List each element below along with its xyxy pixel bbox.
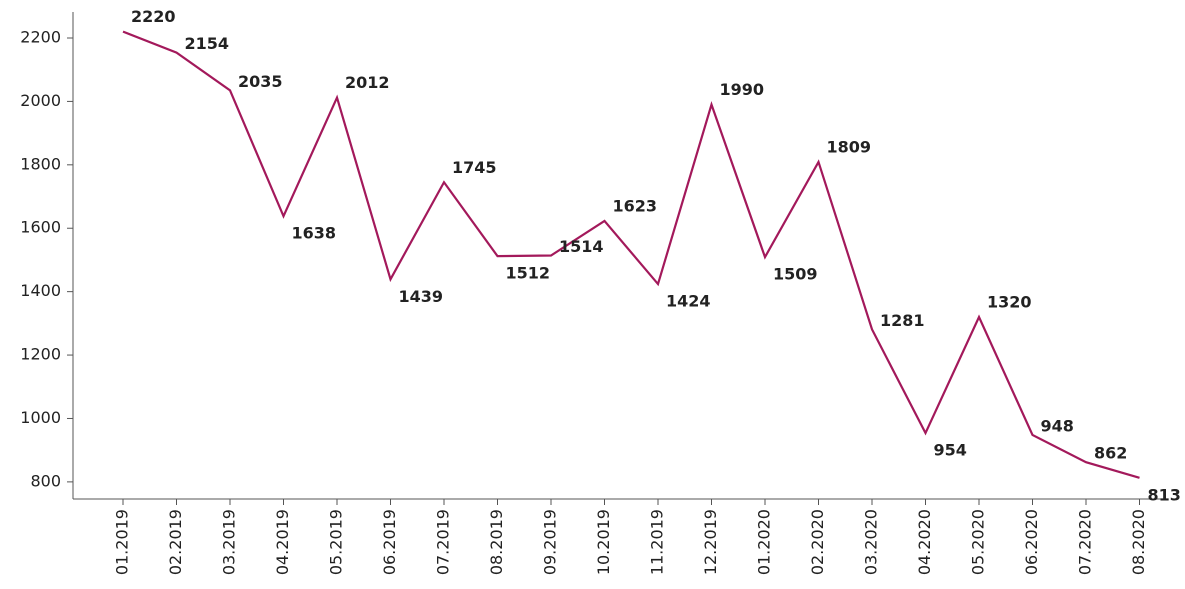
x-tick-label: 02.2019 <box>166 509 185 575</box>
line <box>122 30 1140 479</box>
value-label: 1512 <box>506 264 551 283</box>
x-tick-label: 02.2020 <box>808 509 827 575</box>
x-tick-label: 01.2020 <box>755 509 774 575</box>
x-tick-label: 07.2020 <box>1076 509 1095 575</box>
value-label: 2035 <box>238 72 283 91</box>
x-tick-label: 03.2019 <box>220 509 239 575</box>
value-label: 862 <box>1094 444 1127 463</box>
value-label: 1809 <box>827 137 872 156</box>
y-tick-label: 2200 <box>20 27 61 46</box>
y-tick-label: 2000 <box>20 91 61 110</box>
value-label: 1990 <box>720 80 765 99</box>
x-tick-label: 08.2020 <box>1129 509 1148 575</box>
y-tick-label: 1800 <box>20 154 61 173</box>
value-label: 1281 <box>880 311 925 330</box>
x-tick-label: 06.2019 <box>380 509 399 575</box>
value-label: 1745 <box>452 158 497 177</box>
y-tick-label: 1000 <box>20 408 61 427</box>
x-tick-label: 05.2019 <box>327 509 346 575</box>
value-label: 1623 <box>613 196 658 215</box>
x-tick-label: 01.2019 <box>113 509 132 575</box>
x-tick-label: 05.2020 <box>969 509 988 575</box>
value-label: 2220 <box>131 7 176 26</box>
x-tick-label: 09.2019 <box>541 509 560 575</box>
value-label: 954 <box>934 441 967 460</box>
x-tick-label: 04.2019 <box>273 509 292 575</box>
x-tick-label: 07.2019 <box>434 509 453 575</box>
value-label: 1638 <box>292 224 337 243</box>
value-label: 2154 <box>185 34 230 53</box>
x-tick-label: 06.2020 <box>1022 509 1041 575</box>
value-label: 1439 <box>399 287 444 306</box>
x-tick-label: 04.2020 <box>915 509 934 575</box>
y-tick-label: 1400 <box>20 281 61 300</box>
x-tick-label: 11.2019 <box>648 509 667 575</box>
value-label: 1424 <box>666 292 711 311</box>
value-label: 1509 <box>773 265 818 284</box>
x-tick-label: 12.2019 <box>701 509 720 575</box>
y-tick-label: 1200 <box>20 345 61 364</box>
x-tick-label: 10.2019 <box>594 509 613 575</box>
value-label: 813 <box>1148 485 1181 504</box>
y-tick-label: 1600 <box>20 218 61 237</box>
value-label: 1320 <box>987 293 1032 312</box>
y-tick-label: 800 <box>30 471 61 490</box>
x-tick-label: 03.2020 <box>862 509 881 575</box>
value-label: 948 <box>1041 416 1074 435</box>
value-label: 1514 <box>559 237 604 256</box>
x-tick-label: 08.2019 <box>487 509 506 575</box>
value-label: 2012 <box>345 73 390 92</box>
